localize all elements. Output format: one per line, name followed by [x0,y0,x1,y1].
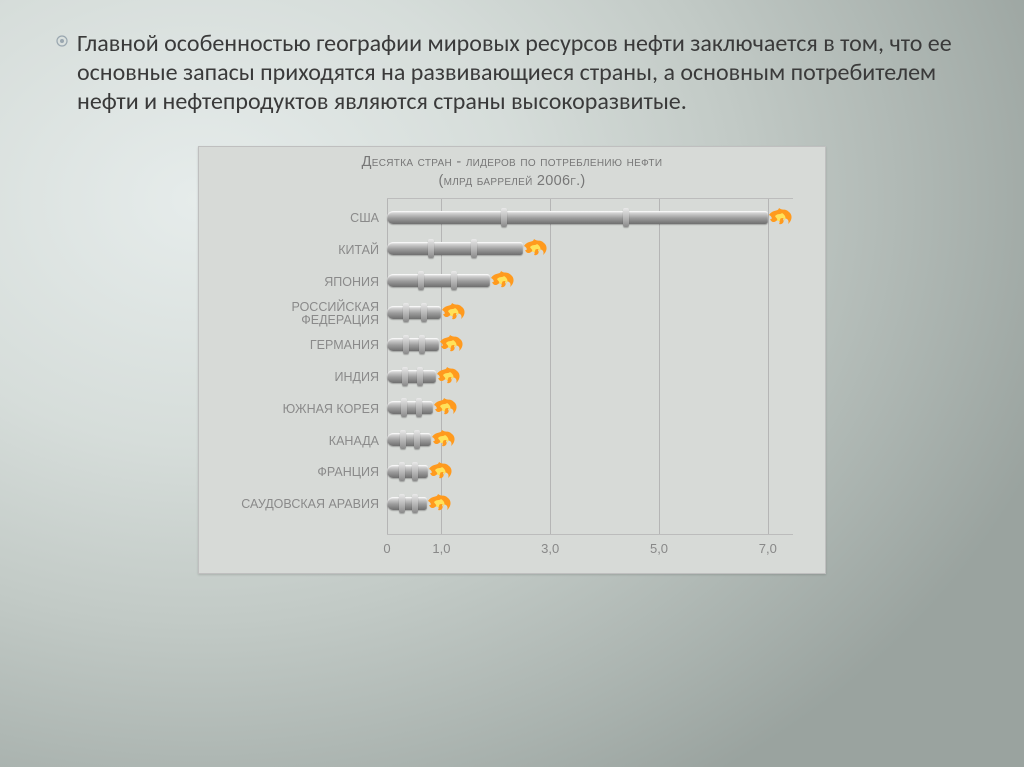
category-label: США [217,212,387,225]
bar [387,271,793,293]
category-label: ЮЖНАЯ КОРЕЯ [217,403,387,416]
chart-row: САУДОВСКАЯ АРАВИЯ [217,490,793,520]
bar [387,239,793,261]
chart-row: РОССИЙСКАЯ ФЕДЕРАЦИЯ [217,299,793,329]
flame-icon [765,202,795,232]
category-label: ИНДИЯ [217,371,387,384]
pipe-bar [387,465,428,478]
chart-row: КИТАЙ [217,235,793,265]
pipe-bar [387,211,768,224]
bar [387,430,793,452]
flame-icon [425,456,455,486]
bar [387,303,793,325]
x-tick-label: 7,0 [759,541,777,556]
category-label: РОССИЙСКАЯ ФЕДЕРАЦИЯ [217,301,387,327]
chart-row: ЯПОНИЯ [217,267,793,297]
pipe-bar [387,338,439,351]
chart-row: ГЕРМАНИЯ [217,331,793,361]
pipe-bar [387,370,436,383]
bullet-marker-icon [55,34,77,48]
category-label: ГЕРМАНИЯ [217,339,387,352]
bar [387,335,793,357]
body-text: Главной особенностью географии мировых р… [77,30,969,116]
flame-icon [487,265,517,295]
bar [387,494,793,516]
chart-title-line2: (млрд баррелей 2006г.) [438,173,585,189]
category-label: САУДОВСКАЯ АРАВИЯ [217,498,387,511]
category-label: ЯПОНИЯ [217,276,387,289]
flame-icon [436,329,466,359]
flame-icon [428,424,458,454]
pipe-bar [387,433,431,446]
pipe-bar [387,497,427,510]
chart-row: ИНДИЯ [217,363,793,393]
slide: Главной особенностью географии мировых р… [0,0,1024,767]
flame-icon [520,233,550,263]
category-label: ФРАНЦИЯ [217,466,387,479]
pipe-bar [387,242,523,255]
bar [387,462,793,484]
bar [387,398,793,420]
bullet-row: Главной особенностью географии мировых р… [55,30,969,116]
x-tick-label: 1,0 [432,541,450,556]
chart-row: ФРАНЦИЯ [217,458,793,488]
category-label: КАНАДА [217,435,387,448]
chart-canvas: 0 1,0 3,0 5,0 7,0 США КИТАЙ ЯПОНИЯ РОССИЙСКА… [217,198,807,563]
bar [387,367,793,389]
chart-title: Десятка стран - лидеров по потреблению н… [199,153,825,189]
chart-row: США [217,204,793,234]
chart-row: ЮЖНАЯ КОРЕЯ [217,394,793,424]
flame-icon [433,361,463,391]
bar [387,208,793,230]
flame-icon [438,297,468,327]
pipe-bar [387,306,441,319]
chart-row: КАНАДА [217,426,793,456]
chart-title-line1: Десятка стран - лидеров по потреблению н… [362,154,663,170]
x-tick-label: 0 [383,541,390,556]
flame-icon [424,488,454,518]
x-tick-label: 3,0 [541,541,559,556]
category-label: КИТАЙ [217,244,387,257]
oil-consumption-chart: Десятка стран - лидеров по потреблению н… [198,146,826,573]
pipe-bar [387,274,490,287]
x-tick-label: 5,0 [650,541,668,556]
flame-icon [430,392,460,422]
pipe-bar [387,401,433,414]
